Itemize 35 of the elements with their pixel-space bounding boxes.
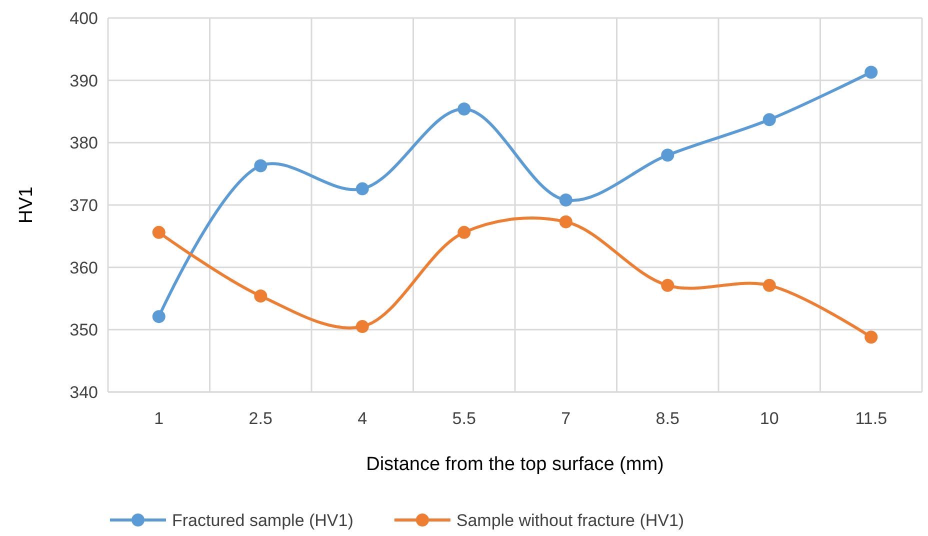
x-tick-label: 8.5	[656, 409, 680, 428]
y-tick-label: 380	[70, 134, 98, 153]
point	[254, 159, 268, 172]
y-tick-label: 390	[70, 71, 98, 90]
point	[458, 102, 471, 116]
point	[864, 330, 878, 344]
legend-label: Fractured sample (HV1)	[172, 510, 354, 530]
y-tick-label: 340	[70, 382, 98, 402]
x-tick-label: 11.5	[855, 409, 888, 428]
y-tick-label: 350	[70, 320, 98, 340]
point	[762, 113, 776, 126]
x-axis-title: Distance from the top surface (mm)	[366, 454, 664, 475]
x-tick-label: 7	[561, 409, 571, 428]
x-tick-label: 4	[358, 409, 368, 428]
point	[559, 194, 572, 207]
point	[458, 226, 471, 239]
point	[559, 215, 572, 228]
x-tick-label: 1	[154, 409, 164, 428]
x-tick-label: 10	[760, 409, 779, 428]
point	[254, 290, 268, 303]
point	[152, 226, 166, 239]
point	[152, 310, 166, 324]
x-tick-label: 5.5	[452, 409, 476, 428]
legend-label: Sample without fracture (HV1)	[456, 510, 684, 530]
point	[864, 66, 878, 79]
y-tick-label: 370	[70, 196, 98, 215]
point	[762, 278, 776, 292]
x-tick-label: 2.5	[248, 409, 272, 428]
y-axis-title: HV1	[16, 186, 37, 224]
point	[661, 278, 674, 292]
y-tick-label: 400	[70, 8, 98, 28]
point	[356, 320, 369, 334]
y-tick-label: 360	[70, 258, 98, 278]
point	[356, 182, 369, 196]
point	[661, 148, 674, 162]
